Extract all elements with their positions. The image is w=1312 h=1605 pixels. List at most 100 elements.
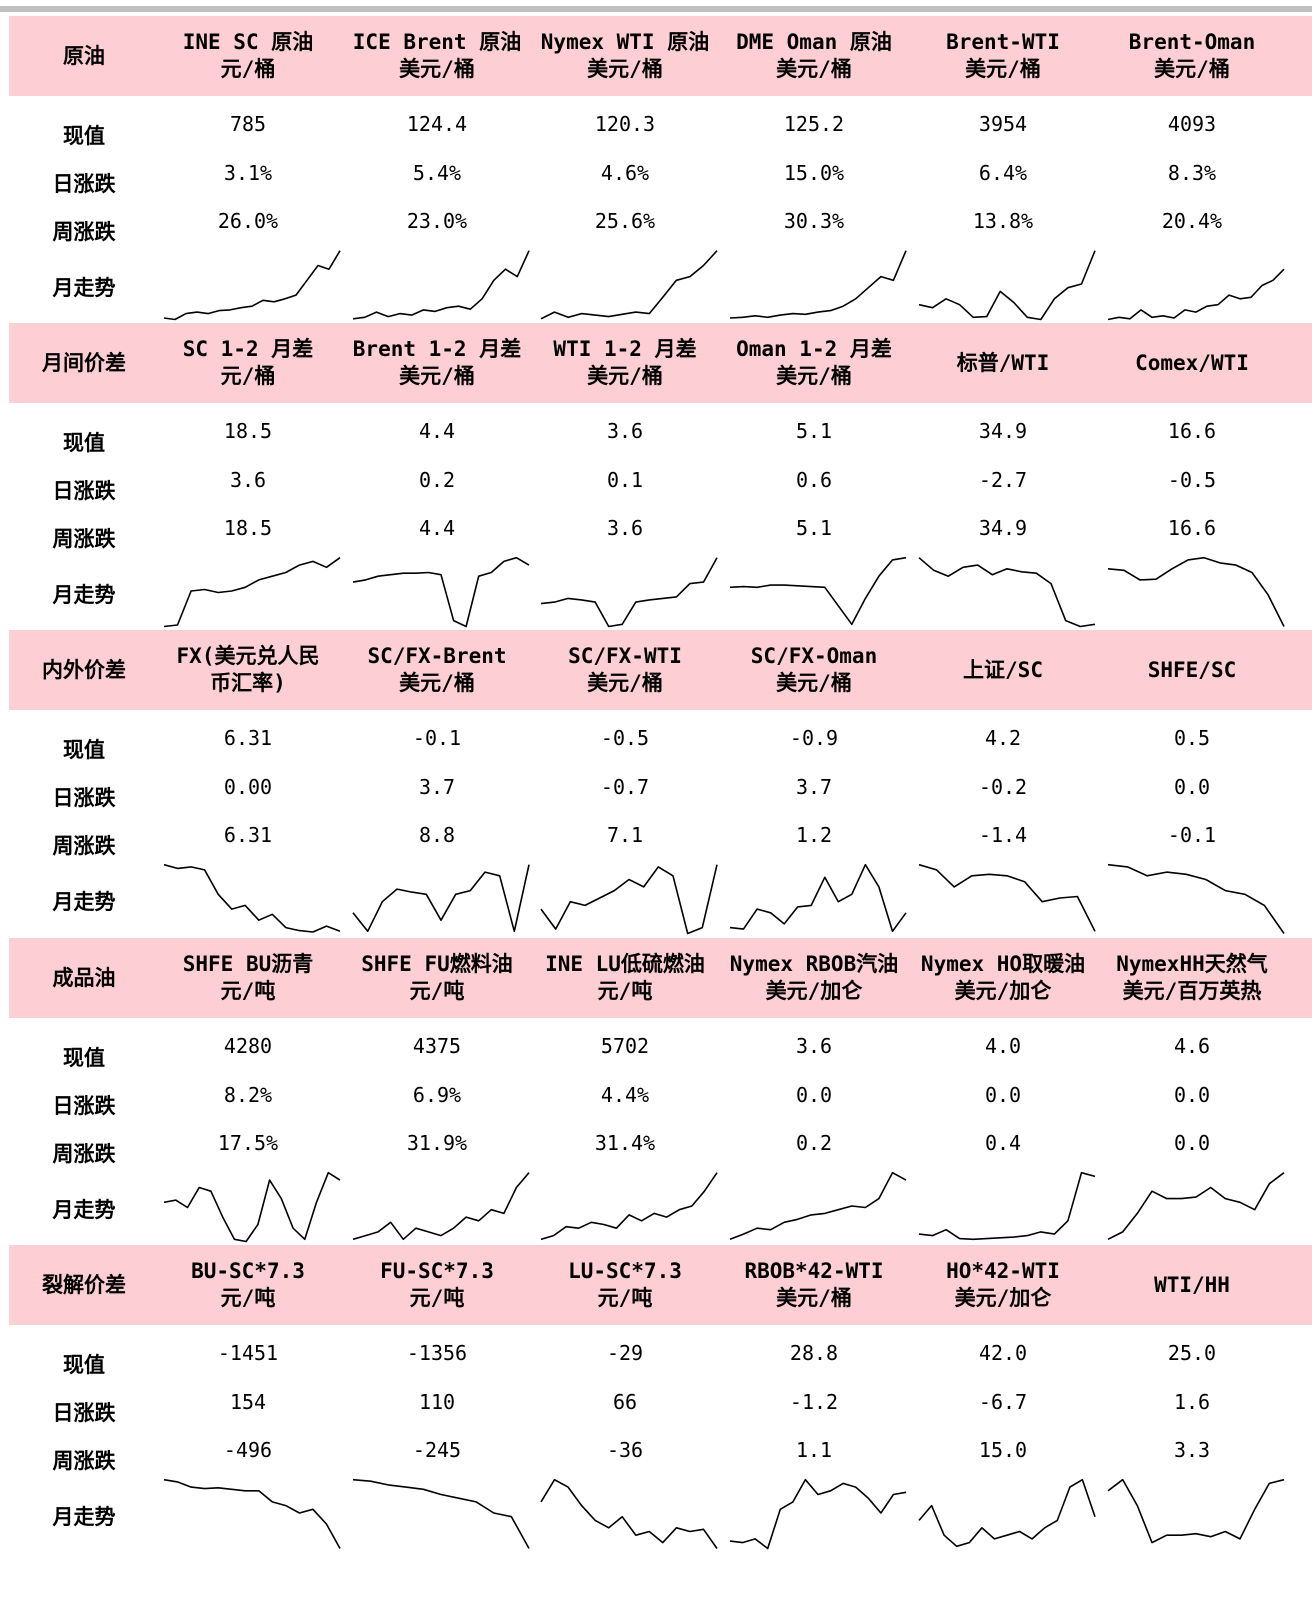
column-unit: 元/吨: [597, 979, 653, 1003]
value-current: 785: [229, 112, 267, 136]
column-unit: 元/吨: [409, 1286, 465, 1310]
value-weekly: 16.6: [1167, 516, 1217, 540]
sparkline: [918, 863, 1096, 932]
column-header: Brent 1-2 月差 美元/桶: [343, 323, 531, 403]
value-current: 5702: [600, 1034, 650, 1058]
value-current: 125.2: [783, 112, 845, 136]
column-header: Nymex WTI 原油 美元/桶: [531, 16, 719, 96]
sparkline: [918, 557, 1096, 628]
sparkline: [1107, 863, 1285, 934]
row-label-weekly: 周涨跌: [52, 1449, 116, 1473]
column-header: SC/FX-Brent 美元/桶: [343, 630, 531, 710]
row-label-weekly: 周涨跌: [52, 527, 116, 551]
column-name: Nymex RBOB汽油: [729, 952, 899, 976]
row-label-daily: 日涨跌: [52, 1401, 116, 1425]
sparkline: [352, 250, 530, 320]
row-label-current: 现值: [63, 1046, 105, 1070]
value-weekly: 3.6: [606, 516, 644, 540]
column-header: Brent-WTI 美元/桶: [909, 16, 1097, 96]
value-daily: 0.0: [1173, 775, 1211, 799]
value-weekly: 0.0: [1173, 1131, 1211, 1155]
column-header: WTI/HH: [1098, 1245, 1286, 1325]
column-name: LU-SC*7.3: [568, 1259, 682, 1283]
value-current: 4093: [1167, 112, 1217, 136]
column-name: 上证/SC: [963, 657, 1043, 682]
value-current: 4375: [412, 1034, 462, 1058]
sparkline-path: [352, 864, 530, 933]
column-name: SHFE/SC: [1147, 657, 1237, 682]
sparkline-path: [918, 250, 1096, 321]
column-unit: 元/桶: [220, 57, 276, 81]
column-name-line: FX(美元兑人民: [176, 644, 320, 668]
value-daily: 3.7: [795, 775, 833, 799]
column-name: WTI 1-2 月差: [553, 337, 697, 361]
sparkline: [352, 1172, 530, 1241]
sparkline-path: [729, 556, 907, 626]
column-unit: 美元/桶: [587, 364, 663, 388]
value-current: 3.6: [606, 419, 644, 443]
column-name-line: 币汇率): [210, 671, 286, 695]
value-current: -29: [606, 1341, 644, 1365]
value-daily: 4.6%: [600, 161, 650, 185]
column-name: 标普/WTI: [956, 350, 1050, 375]
column-header: WTI 1-2 月差 美元/桶: [531, 323, 719, 403]
value-weekly: 31.9%: [406, 1131, 468, 1155]
column-unit: 美元/桶: [587, 671, 663, 695]
column-unit: 美元/桶: [776, 671, 852, 695]
row-label-daily: 日涨跌: [52, 1094, 116, 1118]
value-weekly: 1.1: [795, 1438, 833, 1462]
sparkline: [163, 863, 341, 933]
sparkline-path: [540, 864, 718, 935]
value-weekly: 8.8: [418, 823, 456, 847]
sparkline: [918, 250, 1096, 321]
column-name: Brent-WTI: [946, 30, 1060, 54]
column-name: SHFE FU燃料油: [361, 952, 513, 976]
value-weekly: 3.3: [1173, 1438, 1211, 1462]
value-daily: -6.7: [978, 1390, 1028, 1414]
value-current: 3.6: [795, 1034, 833, 1058]
value-daily: 8.3%: [1167, 161, 1217, 185]
value-current: -0.5: [600, 726, 650, 750]
sparkline-path: [163, 863, 341, 933]
column-unit: 美元/桶: [965, 57, 1041, 81]
column-name: FU-SC*7.3: [380, 1259, 494, 1283]
value-daily: -1.2: [789, 1390, 839, 1414]
sparkline-path: [540, 250, 718, 320]
value-weekly: -36: [606, 1438, 644, 1462]
column-header: BU-SC*7.3 元/吨: [154, 1245, 342, 1325]
sparkline: [163, 1478, 341, 1549]
value-current: 18.5: [223, 419, 273, 443]
column-name: RBOB*42-WTI: [744, 1259, 884, 1283]
column-name: SC/FX-Brent: [367, 644, 507, 668]
column-header: SC 1-2 月差 元/桶: [154, 323, 342, 403]
sparkline-path: [729, 1478, 907, 1550]
value-weekly: 15.0: [978, 1438, 1028, 1462]
column-name: ICE Brent 原油: [352, 30, 522, 54]
sparkline-path: [918, 557, 1096, 628]
section-2: 内外价差 FX(美元兑人民 币汇率) SC/FX-Brent 美元/桶 SC/FX-WTI…: [9, 630, 1312, 944]
row-label-current: 现值: [63, 431, 105, 455]
section-header: 月间价差 SC 1-2 月差 元/桶 Brent 1-2 月差 美元/桶 WTI 1-2 …: [9, 323, 1312, 403]
value-weekly: 31.4%: [594, 1131, 656, 1155]
sparkline-path: [540, 557, 718, 628]
sparkline-path: [1107, 863, 1285, 934]
value-daily: 0.2: [418, 468, 456, 492]
section-0: 原油 INE SC 原油 元/桶 ICE Brent 原油 美元/桶 Nymex WTI …: [9, 16, 1312, 330]
value-current: 25.0: [1167, 1341, 1217, 1365]
value-weekly: -245: [412, 1438, 462, 1462]
value-daily: -0.5: [1167, 468, 1217, 492]
value-weekly: 34.9: [978, 516, 1028, 540]
top-border: [0, 6, 1312, 12]
row-label-trend: 月走势: [52, 276, 116, 300]
column-unit: 美元/加仑: [765, 979, 863, 1003]
sparkline: [918, 1171, 1096, 1241]
value-current: -1356: [406, 1341, 468, 1365]
sparkline-path: [540, 1172, 718, 1241]
value-daily: -0.7: [600, 775, 650, 799]
section-1: 月间价差 SC 1-2 月差 元/桶 Brent 1-2 月差 美元/桶 WTI 1-2 …: [9, 323, 1312, 637]
sparkline: [163, 557, 341, 628]
value-weekly: 5.1: [795, 516, 833, 540]
sparkline: [729, 1478, 907, 1550]
value-current: 3954: [978, 112, 1028, 136]
value-weekly: 1.2: [795, 823, 833, 847]
